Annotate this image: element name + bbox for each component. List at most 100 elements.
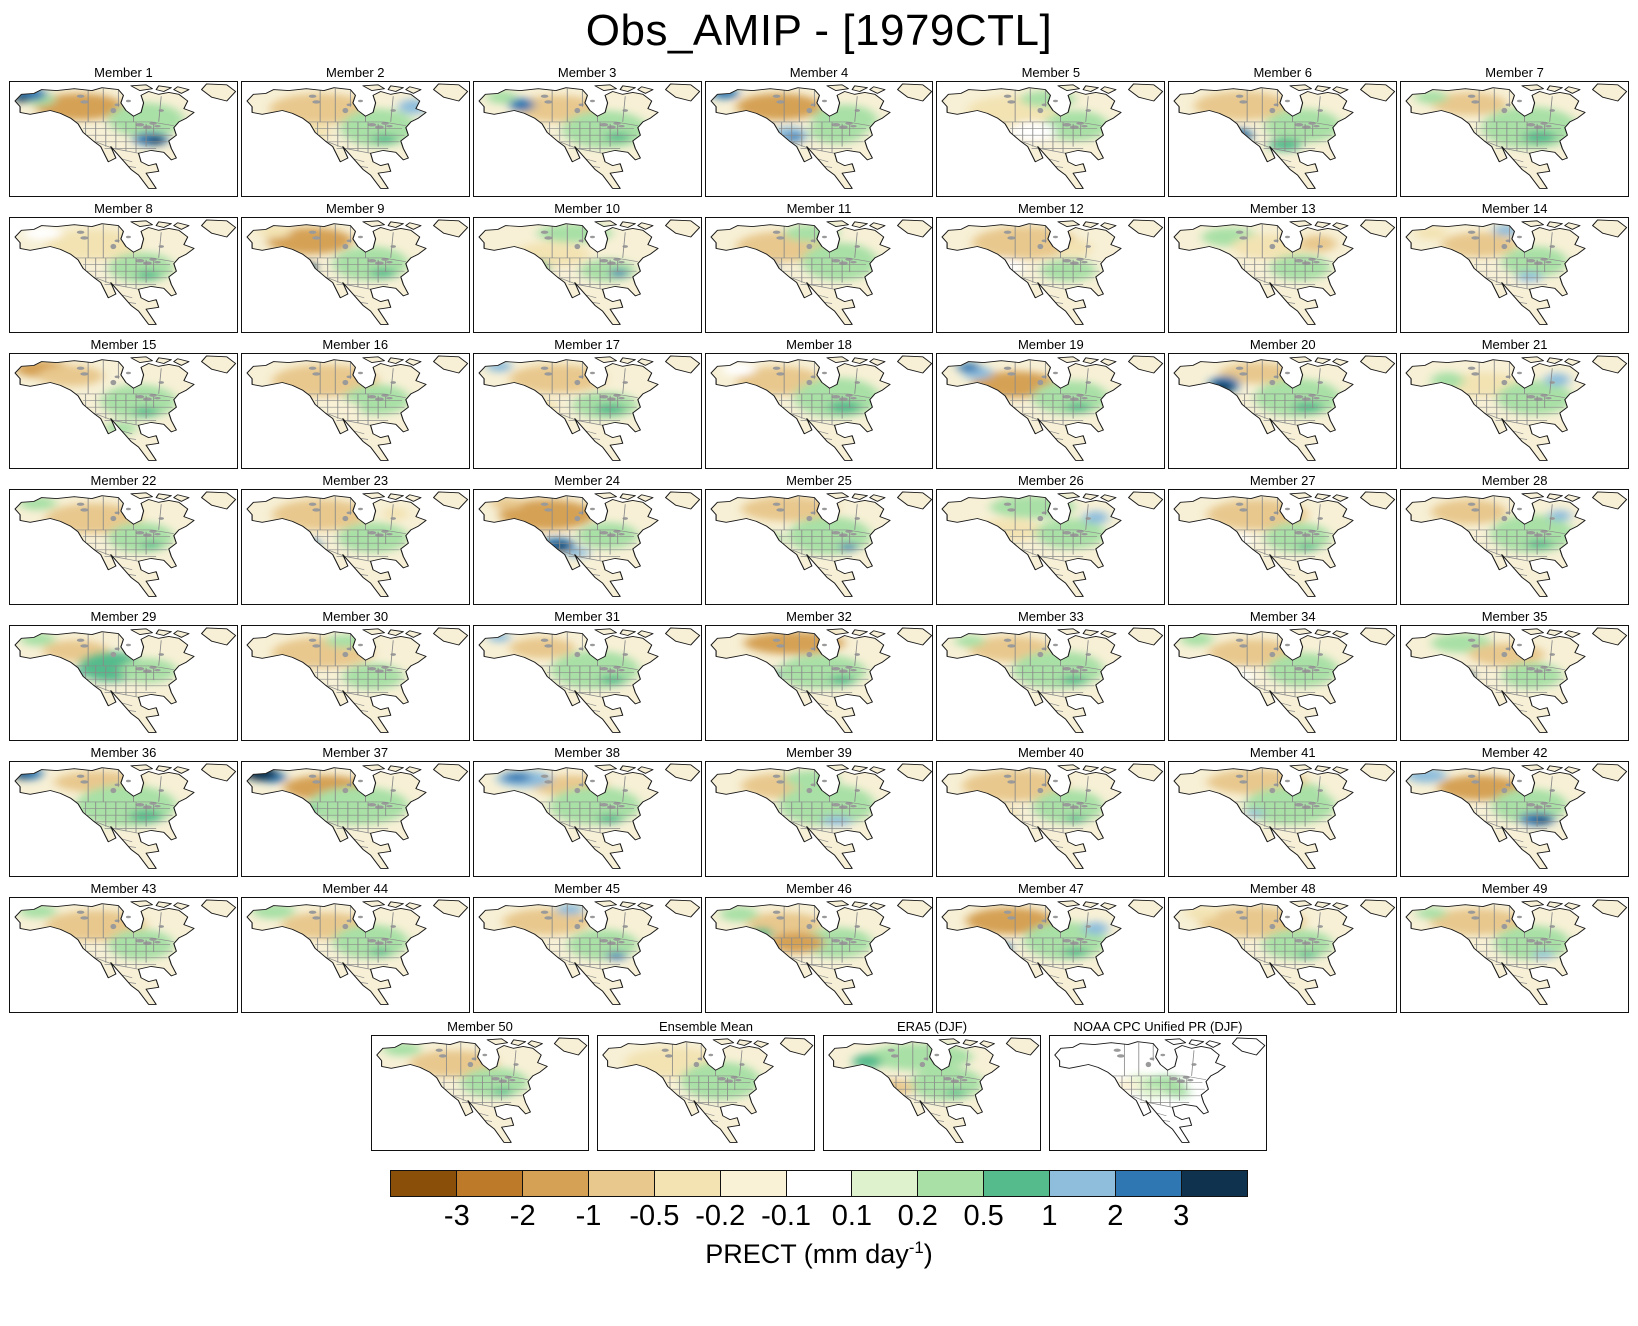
panel-title: Member 34: [1249, 609, 1316, 624]
panel-map: [1168, 761, 1398, 877]
colorbar-segment: [851, 1171, 918, 1196]
panel-map: [936, 897, 1166, 1013]
map-panel-cell: Member 44: [240, 880, 470, 1013]
colorbar-tick-label: 0.2: [897, 1200, 938, 1232]
map-panel-cell: Member 33: [936, 608, 1166, 741]
panel-title: Member 15: [90, 337, 157, 352]
map-panel-cell: Member 11: [704, 200, 934, 333]
colorbar-segment: [785, 1171, 852, 1196]
panel-title: Member 16: [322, 337, 389, 352]
north-america-map: [474, 626, 701, 740]
map-panel-cell: Member 36: [9, 744, 238, 877]
panel-map: [240, 217, 470, 333]
map-panel-cell: Member 32: [704, 608, 934, 741]
panel-map: [472, 489, 702, 605]
colorbar-segment: [391, 1171, 456, 1196]
panel-map: [1400, 761, 1629, 877]
map-panel-cell: Member 25: [704, 472, 934, 605]
map-panel-cell: Member 14: [1400, 200, 1629, 333]
colorbar-segments: [390, 1170, 1248, 1197]
panel-title: Member 4: [789, 65, 849, 80]
map-panel-cell: Member 7: [1400, 64, 1629, 197]
map-panel-cell: Member 21: [1400, 336, 1629, 469]
north-america-map: [242, 898, 469, 1012]
map-panel-cell: Member 40: [936, 744, 1166, 877]
map-panel-cell: Member 47: [936, 880, 1166, 1013]
colorbar-tick-label: -0.1: [761, 1200, 812, 1232]
map-panel-cell: Ensemble Mean: [597, 1018, 815, 1151]
north-america-map: [1169, 626, 1396, 740]
panel-map: [1400, 81, 1629, 197]
colorbar: -3 -2 -1 -0.5 -0.2 -0.1 0.1 0.2 0.5 1 2 3 PRECT (mm…: [0, 1170, 1638, 1270]
north-america-map: [706, 218, 933, 332]
map-panel-cell: Member 35: [1400, 608, 1629, 741]
map-panel-cell: Member 31: [472, 608, 702, 741]
map-panel-cell: Member 12: [936, 200, 1166, 333]
map-panel-cell: Member 9: [240, 200, 470, 333]
panel-title: Member 11: [786, 201, 852, 216]
panel-title: Member 7: [1485, 65, 1544, 80]
map-panel-cell: ERA5 (DJF): [823, 1018, 1041, 1151]
panel-title: Member 38: [554, 745, 620, 760]
map-panel-cell: Member 46: [704, 880, 934, 1013]
panel-title: Member 12: [1017, 201, 1084, 216]
map-panel-cell: Member 23: [240, 472, 470, 605]
panel-map: [936, 217, 1166, 333]
panel-map: [704, 81, 934, 197]
map-panel-cell: Member 28: [1400, 472, 1629, 605]
north-america-map: [10, 354, 237, 468]
north-america-map: [706, 898, 933, 1012]
north-america-map: [474, 354, 701, 468]
north-america-map: [1401, 490, 1628, 604]
panel-title: Member 31: [554, 609, 620, 624]
panel-title: Member 32: [786, 609, 852, 624]
panel-map: [9, 489, 238, 605]
north-america-map: [1050, 1036, 1266, 1150]
panel-map: [936, 81, 1166, 197]
colorbar-tick-label: -2: [509, 1200, 536, 1232]
figure-title: Obs_AMIP - [1979CTL]: [585, 6, 1053, 55]
panel-title: Member 17: [554, 337, 620, 352]
panel-map: [936, 353, 1166, 469]
map-panel-cell: Member 27: [1168, 472, 1398, 605]
north-america-map: [1169, 354, 1396, 468]
colorbar-tick-label: -0.2: [695, 1200, 746, 1232]
panel-title: NOAA CPC Unified PR (DJF): [1073, 1019, 1243, 1034]
map-panel-cell: Member 24: [472, 472, 702, 605]
north-america-map: [706, 626, 933, 740]
panel-map: [9, 353, 238, 469]
map-panel-cell: NOAA CPC Unified PR (DJF): [1049, 1018, 1267, 1151]
north-america-map: [937, 82, 1164, 196]
colorbar-tick-labels: -3 -2 -1 -0.5 -0.2 -0.1 0.1 0.2 0.5 1 2 3: [391, 1200, 1247, 1236]
north-america-map: [242, 762, 469, 876]
colorbar-tick-label: 3: [1173, 1200, 1190, 1232]
panel-title: Member 25: [786, 473, 852, 488]
north-america-map: [937, 898, 1164, 1012]
panel-map: [1400, 353, 1629, 469]
north-america-map: [598, 1036, 814, 1150]
north-america-map: [1169, 490, 1396, 604]
panel-map: [1168, 489, 1398, 605]
north-america-map: [242, 354, 469, 468]
panel-title: Member 36: [90, 745, 157, 760]
map-panel-cell: Member 1: [9, 64, 238, 197]
map-panel-cell: Member 8: [9, 200, 238, 333]
panel-title: Member 37: [322, 745, 389, 760]
map-panel-cell: Member 38: [472, 744, 702, 877]
panel-title: Member 14: [1481, 201, 1548, 216]
north-america-map: [1401, 218, 1628, 332]
panel-map: [240, 81, 470, 197]
colorbar-segment: [1115, 1171, 1182, 1196]
panel-map: [1168, 625, 1398, 741]
panel-title: Member 26: [1017, 473, 1084, 488]
figure-page: Obs_AMIP - [1979CTL] Member 1 Member 2 M…: [0, 6, 1638, 1326]
north-america-map: [937, 218, 1164, 332]
north-america-map: [1169, 82, 1396, 196]
map-panel-cell: Member 19: [936, 336, 1166, 469]
north-america-map: [824, 1036, 1040, 1150]
panel-title: Member 10: [554, 201, 620, 216]
map-panel-cell: Member 2: [240, 64, 470, 197]
colorbar-tick-label: 0.5: [963, 1200, 1004, 1232]
north-america-map: [1169, 762, 1396, 876]
north-america-map: [706, 762, 933, 876]
